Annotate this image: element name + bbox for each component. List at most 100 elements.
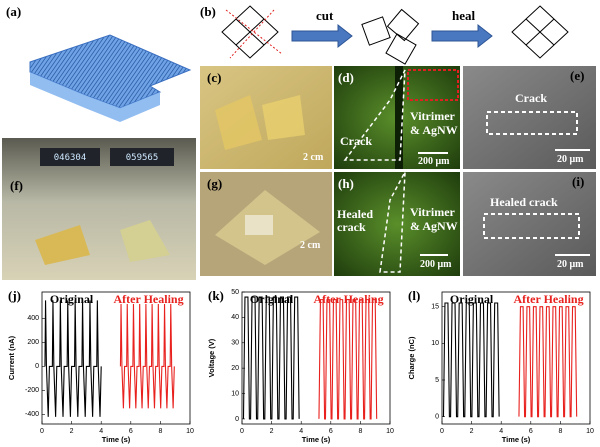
square-shape bbox=[221, 5, 279, 59]
x-axis-label: Time (s) bbox=[502, 435, 531, 444]
step-label: cut bbox=[316, 8, 334, 23]
y-tick-label: 30 bbox=[231, 340, 239, 347]
series-line bbox=[242, 296, 300, 420]
panel-c: (c) 2 cm bbox=[200, 66, 332, 169]
y-tick-label: 5 bbox=[435, 377, 439, 384]
scale-bar-label: 2 cm bbox=[303, 152, 324, 163]
outline bbox=[343, 69, 406, 161]
annotation: Crack bbox=[515, 91, 547, 105]
y-tick-label: 20 bbox=[231, 365, 239, 372]
y-tick-label: 10 bbox=[431, 340, 439, 347]
highlight-box bbox=[486, 111, 578, 135]
sem-image bbox=[463, 172, 596, 276]
panel-label: (j) bbox=[8, 288, 21, 303]
x-tick-label: 0 bbox=[440, 428, 444, 435]
legend-entry: Original bbox=[50, 292, 94, 306]
panel-label: (i) bbox=[572, 174, 584, 189]
film bbox=[262, 95, 305, 140]
annotation: & AgNW bbox=[410, 219, 458, 233]
annotation: crack bbox=[337, 220, 366, 234]
y-axis-label: Charge (nC) bbox=[407, 336, 416, 379]
panel-label: (a) bbox=[6, 4, 21, 19]
x-tick-label: 6 bbox=[129, 428, 133, 435]
y-axis-label: Voltage (V) bbox=[207, 338, 216, 377]
scale-bar-label: 200 μm bbox=[418, 156, 450, 167]
panel-b: (b) cut heal bbox=[200, 4, 569, 65]
outline bbox=[379, 171, 406, 273]
x-tick-label: 8 bbox=[558, 428, 562, 435]
x-tick-label: 6 bbox=[329, 428, 333, 435]
x-tick-label: 2 bbox=[270, 428, 274, 435]
legend-entry: Original bbox=[450, 292, 494, 306]
annotation: Vitrimer bbox=[410, 205, 456, 219]
panel-h: (h) Healed crack Vitrimer & AgNW 200 μm bbox=[334, 171, 460, 276]
panel-label: (f) bbox=[10, 178, 23, 193]
x-tick-label: 2 bbox=[470, 428, 474, 435]
meter-reading: 046304 bbox=[54, 153, 87, 163]
x-tick-label: 6 bbox=[529, 428, 533, 435]
series-line bbox=[318, 299, 378, 420]
panel-label: (b) bbox=[200, 4, 216, 19]
scale-bar-label: 20 μm bbox=[557, 154, 584, 165]
series-line bbox=[44, 300, 102, 417]
x-tick-label: 2 bbox=[70, 428, 74, 435]
film bbox=[215, 95, 262, 150]
panel-label: (l) bbox=[408, 288, 420, 303]
y-tick-label: -400 bbox=[25, 411, 39, 418]
micrograph bbox=[334, 172, 460, 276]
x-tick-label: 8 bbox=[158, 428, 162, 435]
panel-e: (e) Crack 20 μm bbox=[463, 66, 596, 169]
crack bbox=[395, 66, 403, 169]
meter-reading: 059565 bbox=[126, 153, 159, 163]
y-tick-label: 200 bbox=[27, 339, 39, 346]
annotation: & AgNW bbox=[410, 123, 458, 137]
square-edge bbox=[525, 18, 555, 46]
plot-frame bbox=[441, 291, 591, 425]
annotation: Crack bbox=[340, 134, 372, 148]
highlight-box bbox=[483, 213, 580, 239]
film bbox=[120, 220, 170, 262]
x-tick-label: 4 bbox=[499, 428, 503, 435]
y-tick-label: -200 bbox=[25, 387, 39, 394]
highlight-box bbox=[407, 69, 459, 101]
scale-bar-label: 20 μm bbox=[557, 259, 584, 270]
piece bbox=[361, 16, 391, 46]
annotation: Healed crack bbox=[490, 195, 558, 209]
legend-entry: Original bbox=[250, 292, 294, 306]
cut-line bbox=[229, 9, 275, 59]
piece bbox=[386, 8, 420, 42]
y-tick-label: 40 bbox=[231, 314, 239, 321]
y-tick-label: 0 bbox=[35, 363, 39, 370]
y-tick-label: 10 bbox=[231, 390, 239, 397]
y-tick-label: 50 bbox=[231, 289, 239, 296]
x-tick-label: 4 bbox=[299, 428, 303, 435]
legend-entry: After Healing bbox=[514, 292, 584, 306]
panel-d: (d) Crack Vitrimer & AgNW 200 μm bbox=[334, 66, 460, 169]
panel-label: (d) bbox=[338, 70, 354, 85]
panel-f: 046304 059565 (f) bbox=[2, 138, 196, 280]
panel-label: (c) bbox=[207, 70, 221, 85]
annotation: Vitrimer bbox=[410, 109, 456, 123]
vitrimer-block-side bbox=[30, 72, 160, 122]
panel-g: (g) 2 cm bbox=[200, 172, 332, 276]
plot-frame bbox=[241, 291, 391, 425]
plot-frame bbox=[41, 291, 191, 425]
scale-bar-label: 2 cm bbox=[300, 240, 321, 251]
arrow bbox=[291, 23, 353, 49]
meter-display bbox=[40, 148, 100, 166]
y-tick-label: 15 bbox=[431, 304, 439, 311]
y-tick-label: 0 bbox=[435, 414, 439, 421]
panel-i: (i) Healed crack 20 μm bbox=[463, 172, 596, 276]
y-tick-label: 0 bbox=[235, 416, 239, 423]
x-axis-label: Time (s) bbox=[302, 435, 331, 444]
piece bbox=[385, 33, 417, 65]
square-shape bbox=[511, 5, 569, 59]
legend-entry: After Healing bbox=[114, 292, 184, 306]
y-tick-label: 400 bbox=[27, 315, 39, 322]
arrow bbox=[431, 23, 493, 49]
annotation: Healed bbox=[337, 207, 373, 221]
sem-image bbox=[463, 66, 596, 169]
film bbox=[35, 225, 90, 265]
step-label: heal bbox=[452, 8, 476, 23]
